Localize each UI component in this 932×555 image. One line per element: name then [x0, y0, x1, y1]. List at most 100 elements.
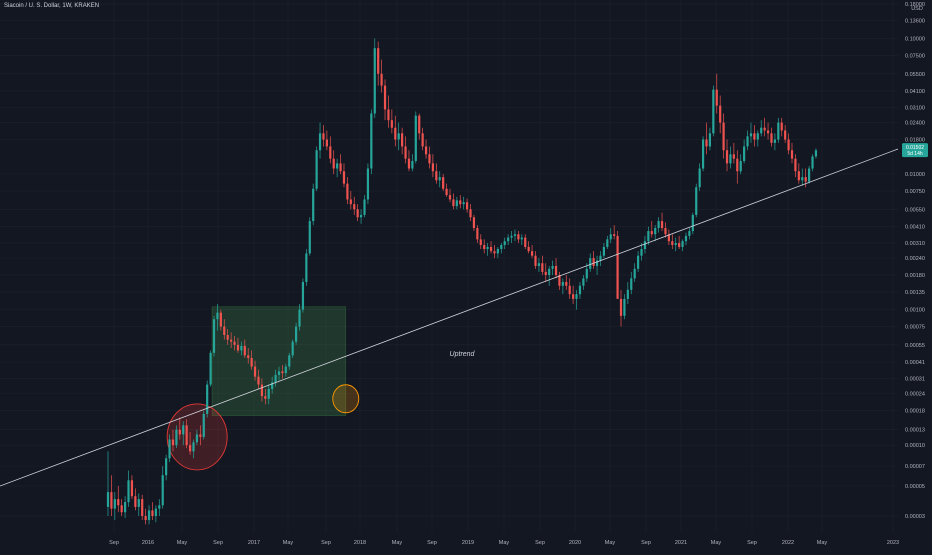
y-tick-label: 0.05500 [905, 72, 925, 78]
y-tick-label: 0.00180 [905, 273, 925, 279]
candle [349, 191, 352, 210]
y-tick-label: 0.00100 [905, 308, 925, 314]
candle [219, 309, 222, 331]
candle [746, 130, 749, 151]
x-tick-label: 2020 [569, 540, 581, 546]
candle [216, 304, 219, 331]
x-tick-label: 2018 [354, 540, 366, 546]
highlight-rectangle[interactable] [211, 306, 347, 416]
candle [787, 133, 790, 155]
x-tick-label: May [711, 540, 722, 546]
candle [271, 376, 274, 394]
x-tick-label: Sep [321, 540, 331, 546]
x-tick-label: 2021 [675, 540, 687, 546]
candle [684, 232, 688, 245]
y-unit-label: USD [911, 6, 923, 12]
candle [595, 255, 599, 276]
candle [199, 425, 202, 446]
candle [318, 122, 322, 159]
candle [171, 429, 175, 452]
candle [777, 117, 780, 143]
candle [305, 249, 308, 286]
y-tick-label: 0.00240 [905, 256, 925, 262]
candle [808, 165, 811, 184]
y-tick-label: 0.00410 [905, 225, 925, 231]
candle [380, 59, 383, 93]
y-tick-label: 0.18000 [905, 2, 925, 8]
candle [370, 109, 373, 175]
candle [377, 41, 380, 86]
annotation-shapes [166, 306, 360, 471]
candle [161, 466, 164, 509]
y-tick-label: 0.00010 [905, 443, 925, 449]
candle [212, 315, 216, 357]
candle [801, 168, 804, 186]
candle [657, 217, 660, 233]
uptrend-line[interactable] [0, 148, 899, 487]
candle [243, 339, 246, 358]
candle [264, 388, 267, 405]
candle [390, 109, 393, 134]
candle [489, 241, 493, 254]
candle [664, 222, 667, 238]
x-tick-label: May [817, 540, 828, 546]
candle [438, 171, 441, 188]
candle [510, 231, 513, 244]
candle [144, 508, 147, 525]
candle [288, 352, 291, 370]
candle [127, 470, 130, 507]
candle [281, 365, 284, 379]
candle [359, 209, 363, 224]
candle [240, 341, 243, 356]
candle [500, 243, 503, 254]
candle [619, 289, 623, 327]
candle [445, 183, 448, 197]
candle [561, 278, 564, 295]
candle [654, 225, 657, 242]
candle [223, 319, 226, 340]
candle [407, 150, 411, 172]
candle [134, 488, 137, 511]
candle [780, 117, 783, 137]
candle [117, 485, 120, 513]
candle [353, 196, 356, 215]
orange-circle-marker[interactable] [332, 384, 360, 414]
uptrend-label[interactable]: Uptrend [450, 351, 476, 358]
y-tick-label: 0.03100 [905, 106, 925, 112]
candle [295, 322, 298, 345]
candle [766, 122, 770, 140]
grid-layer [0, 0, 898, 532]
y-tick-label: 0.00024 [905, 392, 925, 398]
candle [120, 499, 123, 516]
candle [113, 492, 116, 521]
candle [794, 154, 797, 178]
candle [616, 231, 619, 299]
candle [483, 239, 486, 254]
last-price-value: 0.01502 [906, 145, 924, 151]
candle [192, 439, 195, 459]
x-tick-label: 2016 [142, 540, 154, 546]
candle [756, 130, 759, 147]
candle [373, 38, 376, 118]
candle [585, 263, 588, 282]
time-axis[interactable]: Sep 2016 May Sep 2017 May Sep 2018 May Sep 2019 May… [109, 540, 899, 546]
y-tick-label: 0.01800 [905, 138, 925, 144]
candle [253, 360, 257, 381]
candle [394, 115, 397, 147]
candle [346, 177, 349, 205]
candle [182, 421, 185, 446]
y-tick-label: 0.00041 [905, 360, 925, 366]
candle [336, 158, 339, 178]
candle [236, 337, 240, 353]
candle [110, 475, 113, 516]
candle [397, 122, 400, 151]
candle [517, 231, 520, 244]
candle [548, 265, 551, 286]
candle [544, 263, 547, 282]
candle [175, 425, 178, 449]
candle [578, 281, 582, 299]
candle [165, 454, 168, 481]
